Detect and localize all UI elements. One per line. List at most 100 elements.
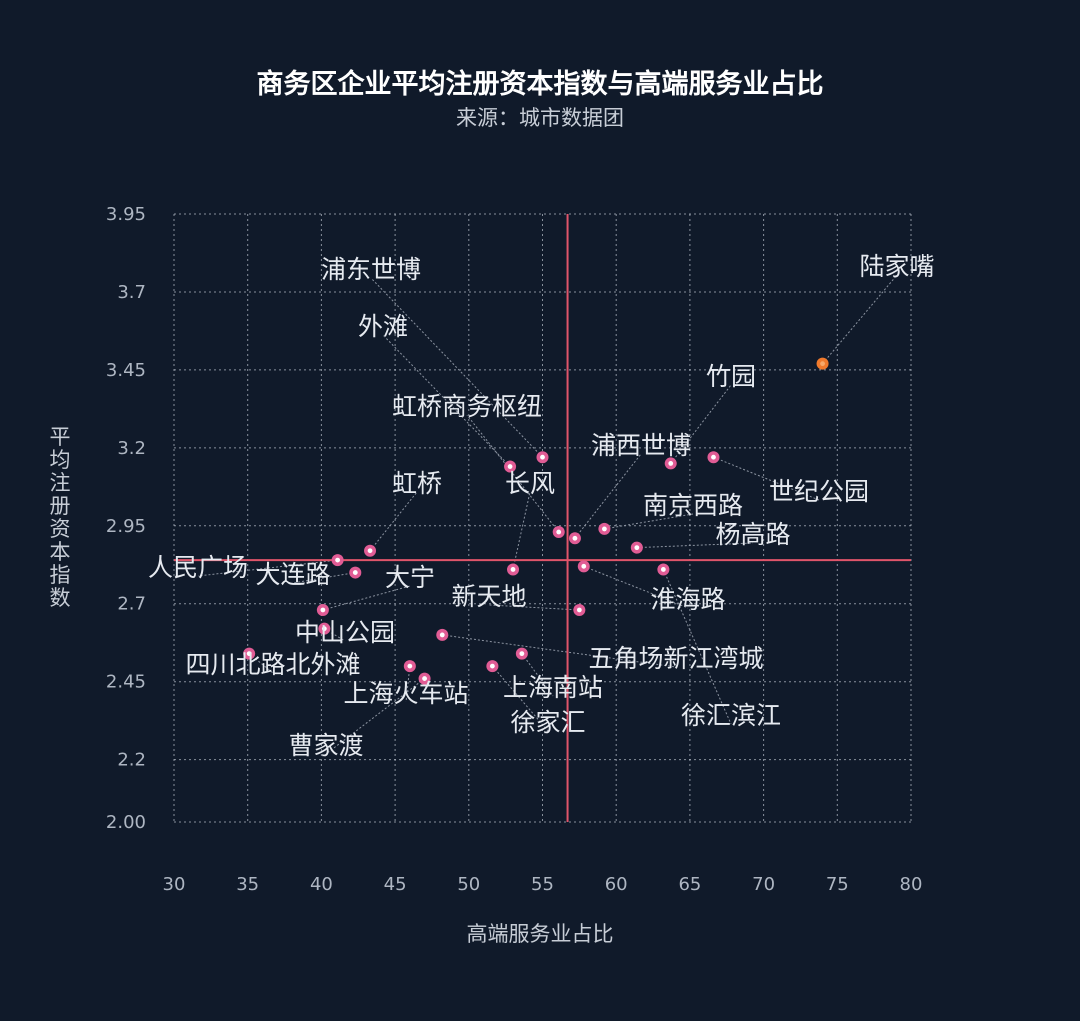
data-point-center [711,454,716,460]
leader-line [197,559,338,577]
data-point [316,603,329,616]
leader-line [604,513,694,530]
leader-line [512,491,531,570]
data-point-center [246,651,252,657]
point-label: 陆家嘴 [859,252,934,281]
data-point [504,460,517,473]
x-tick-label: 70 [752,874,775,895]
data-point [486,660,499,673]
data-point-center [556,529,562,535]
data-point [552,526,565,539]
leader-line [466,414,560,533]
data-point [331,554,344,567]
data-point-center [321,626,327,632]
x-tick-label: 65 [678,874,701,895]
x-tick-label: 30 [163,874,186,895]
point-label: 曹家渡 [288,731,363,760]
point-label: 五角场新江湾城 [588,644,763,673]
y-tick-label: 3.2 [117,438,146,459]
y-tick-label: 2.95 [106,516,146,537]
data-point [577,560,590,573]
leader-line [670,384,732,464]
data-point [707,451,720,464]
data-point [573,603,586,616]
y-tick-label: 3.45 [106,360,146,381]
y-tick-label: 3.7 [117,282,146,303]
data-point [536,451,549,464]
leader-line [636,542,754,549]
data-point-center [820,361,825,367]
x-tick-label: 75 [826,874,849,895]
data-point-center [352,570,358,575]
x-tick-label: 45 [384,874,407,895]
data-point [364,544,377,557]
data-point [318,622,331,635]
data-point-center [507,464,513,469]
y-tick-label: 2.2 [117,750,146,771]
point-label: 徐家汇 [510,708,585,737]
y-tick-label: 3.95 [106,204,146,225]
data-points [243,357,829,685]
x-tick-label: 80 [900,874,923,895]
data-point [349,566,362,579]
leader-line [488,604,580,611]
point-label: 上海火车站 [343,679,468,708]
point-label: 四川北路北外滩 [185,650,360,679]
data-point-center [660,567,666,572]
data-point [515,647,528,660]
data-point-center [407,663,413,669]
data-point [403,660,416,673]
leader-line [574,453,642,539]
data-point [664,457,677,470]
leader-lines [197,274,898,755]
point-label: 浦东世博 [321,255,421,284]
point-label: 虹桥 [392,469,442,498]
chart-subtitle: 来源：城市数据团 [456,106,624,130]
x-tick-label: 60 [605,874,628,895]
point-label: 中山公园 [295,618,395,647]
point-label: 大连路 [255,560,330,589]
data-point-center [602,526,607,532]
data-point-center [540,454,545,460]
data-point [243,647,256,660]
x-axis-label: 高端服务业占比 [466,922,614,946]
data-point-center [519,651,525,657]
x-tick-label: 35 [236,874,259,895]
leader-line [713,456,820,501]
y-tick-label: 2.7 [117,594,146,615]
x-tick-label: 55 [531,874,554,895]
x-tick-label: 50 [457,874,480,895]
leader-line [822,274,898,364]
data-point-center [367,548,373,554]
data-point [418,672,431,685]
data-point-center [634,545,640,551]
data-point-center [576,607,582,613]
point-label: 浦西世博 [591,431,691,460]
grid [173,213,912,823]
data-point-center [668,461,674,466]
leader-line [662,569,732,725]
point-label: 大宁 [385,563,435,592]
point-label: 上海南站 [503,673,603,702]
data-point [598,522,611,535]
leader-line [370,277,543,458]
data-point-center [510,567,516,572]
y-tick-label: 2.45 [106,672,146,693]
point-label: 长风 [505,469,555,498]
leader-line [322,585,411,611]
data-point-center [581,563,587,569]
data-point-center [572,535,578,541]
point-label: 淮海路 [650,585,725,614]
data-point [816,357,829,370]
point-label: 虹桥商务枢纽 [392,392,542,421]
chart-title: 商务区企业平均注册资本指数与高端服务业占比 [256,69,824,100]
leader-line [382,334,511,467]
x-tick-label: 40 [310,874,333,895]
data-point-center [335,557,341,563]
data-point [507,563,520,576]
leader-line [292,572,356,584]
y-tick-label: 2.00 [106,812,146,833]
data-point-center [422,676,427,681]
point-label: 人民广场 [148,553,248,582]
